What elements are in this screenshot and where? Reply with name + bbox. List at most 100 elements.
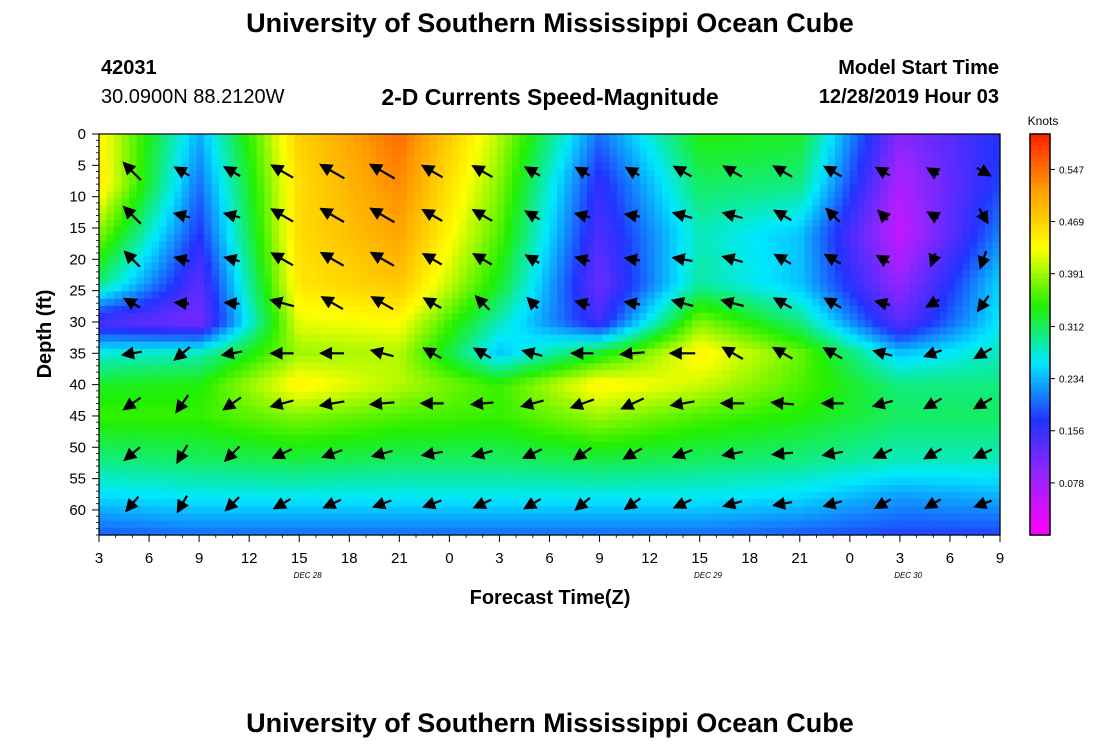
heatmap-cell xyxy=(144,406,153,414)
heatmap-cell xyxy=(339,219,348,228)
heatmap-cell xyxy=(834,155,843,164)
heatmap-cell xyxy=(857,277,866,285)
heatmap-cell xyxy=(99,234,108,243)
heatmap-cell xyxy=(294,205,303,214)
heatmap-cell xyxy=(414,234,423,243)
heatmap-cell xyxy=(504,176,513,185)
heatmap-cell xyxy=(459,427,468,436)
heatmap-cell xyxy=(624,205,633,214)
heatmap-cell xyxy=(587,134,596,142)
heatmap-cell xyxy=(789,219,798,228)
heatmap-cell xyxy=(511,227,521,235)
heatmap-cell xyxy=(872,284,881,293)
heatmap-cell xyxy=(767,363,776,371)
heatmap-cell xyxy=(857,248,866,257)
heatmap-cell xyxy=(729,248,738,257)
heatmap-cell xyxy=(256,427,265,436)
heatmap-cell xyxy=(887,363,896,371)
heatmap-cell xyxy=(857,363,866,371)
heatmap-cell xyxy=(324,198,333,207)
heatmap-cell xyxy=(534,205,543,214)
heatmap-cell xyxy=(729,241,738,250)
heatmap-cell xyxy=(812,134,821,142)
heatmap-cell xyxy=(909,241,919,250)
heatmap-cell xyxy=(121,169,130,178)
heatmap-cell xyxy=(189,413,198,422)
heatmap-cell xyxy=(924,134,934,142)
heatmap-cell xyxy=(602,391,611,400)
heatmap-cell xyxy=(827,148,836,157)
heatmap-cell xyxy=(436,241,445,250)
heatmap-cell xyxy=(399,406,408,414)
heatmap-cell xyxy=(369,141,378,149)
heatmap-cell xyxy=(151,363,160,371)
heatmap-cell xyxy=(481,184,491,192)
heatmap-cell xyxy=(977,270,986,278)
heatmap-cell xyxy=(924,420,934,429)
heatmap-cell xyxy=(294,241,303,250)
heatmap-cell xyxy=(917,298,926,307)
heatmap-cell xyxy=(894,355,903,364)
heatmap-cell xyxy=(857,384,866,393)
heatmap-cell xyxy=(114,377,123,386)
heatmap-cell xyxy=(939,327,949,336)
heatmap-cell xyxy=(782,320,791,328)
heatmap-cell xyxy=(902,241,911,250)
heatmap-cell xyxy=(346,227,355,235)
heatmap-cell xyxy=(617,176,626,185)
heatmap-cell xyxy=(714,398,723,407)
heatmap-cell xyxy=(872,155,881,164)
heatmap-cell xyxy=(669,162,678,171)
heatmap-cell xyxy=(812,391,821,400)
heatmap-cell xyxy=(354,162,363,171)
heatmap-cell xyxy=(429,219,438,228)
heatmap-cell xyxy=(602,327,611,336)
heatmap-cell xyxy=(879,355,888,364)
heatmap-cell xyxy=(219,198,228,207)
heatmap-cell xyxy=(677,219,686,228)
heatmap-cell xyxy=(136,184,145,192)
heatmap-cell xyxy=(669,334,678,343)
heatmap-cell xyxy=(286,341,295,350)
heatmap-cell xyxy=(707,169,716,178)
heatmap-cell xyxy=(166,184,175,192)
heatmap-cell xyxy=(324,241,333,250)
heatmap-cell xyxy=(789,141,798,149)
heatmap-cell xyxy=(872,212,881,221)
heatmap-cell xyxy=(894,291,903,300)
heatmap-cell xyxy=(151,284,160,293)
heatmap-cell xyxy=(797,355,806,364)
heatmap-cell xyxy=(534,155,543,164)
heatmap-cell xyxy=(421,241,430,250)
heatmap-cell xyxy=(549,241,558,250)
heatmap-cell xyxy=(241,334,250,343)
heatmap-cell xyxy=(264,255,273,264)
heatmap-cell xyxy=(947,341,956,350)
heatmap-cell xyxy=(744,191,753,200)
heatmap-cell xyxy=(954,191,964,200)
heatmap-cell xyxy=(602,355,611,364)
heatmap-cell xyxy=(211,234,220,243)
heatmap-cell xyxy=(361,198,370,207)
heatmap-cell xyxy=(331,334,340,343)
heatmap-cell xyxy=(361,234,370,243)
heatmap-cell xyxy=(211,227,220,235)
heatmap-cell xyxy=(511,191,521,200)
heatmap-cell xyxy=(572,377,581,386)
heatmap-cell xyxy=(511,198,521,207)
heatmap-cell xyxy=(459,370,468,379)
heatmap-cell xyxy=(481,162,491,171)
heatmap-cell xyxy=(639,370,648,379)
heatmap-cell xyxy=(804,406,813,414)
heatmap-cell xyxy=(136,398,145,407)
heatmap-cell xyxy=(759,398,768,407)
heatmap-cell xyxy=(969,134,979,142)
heatmap-cell xyxy=(962,370,971,379)
heatmap-cell xyxy=(939,355,949,364)
heatmap-cell xyxy=(857,169,866,178)
heatmap-cell xyxy=(789,320,798,328)
heatmap-cell xyxy=(421,198,430,207)
heatmap-cell xyxy=(842,262,851,271)
heatmap-cell xyxy=(609,205,618,214)
heatmap-cell xyxy=(211,334,220,343)
